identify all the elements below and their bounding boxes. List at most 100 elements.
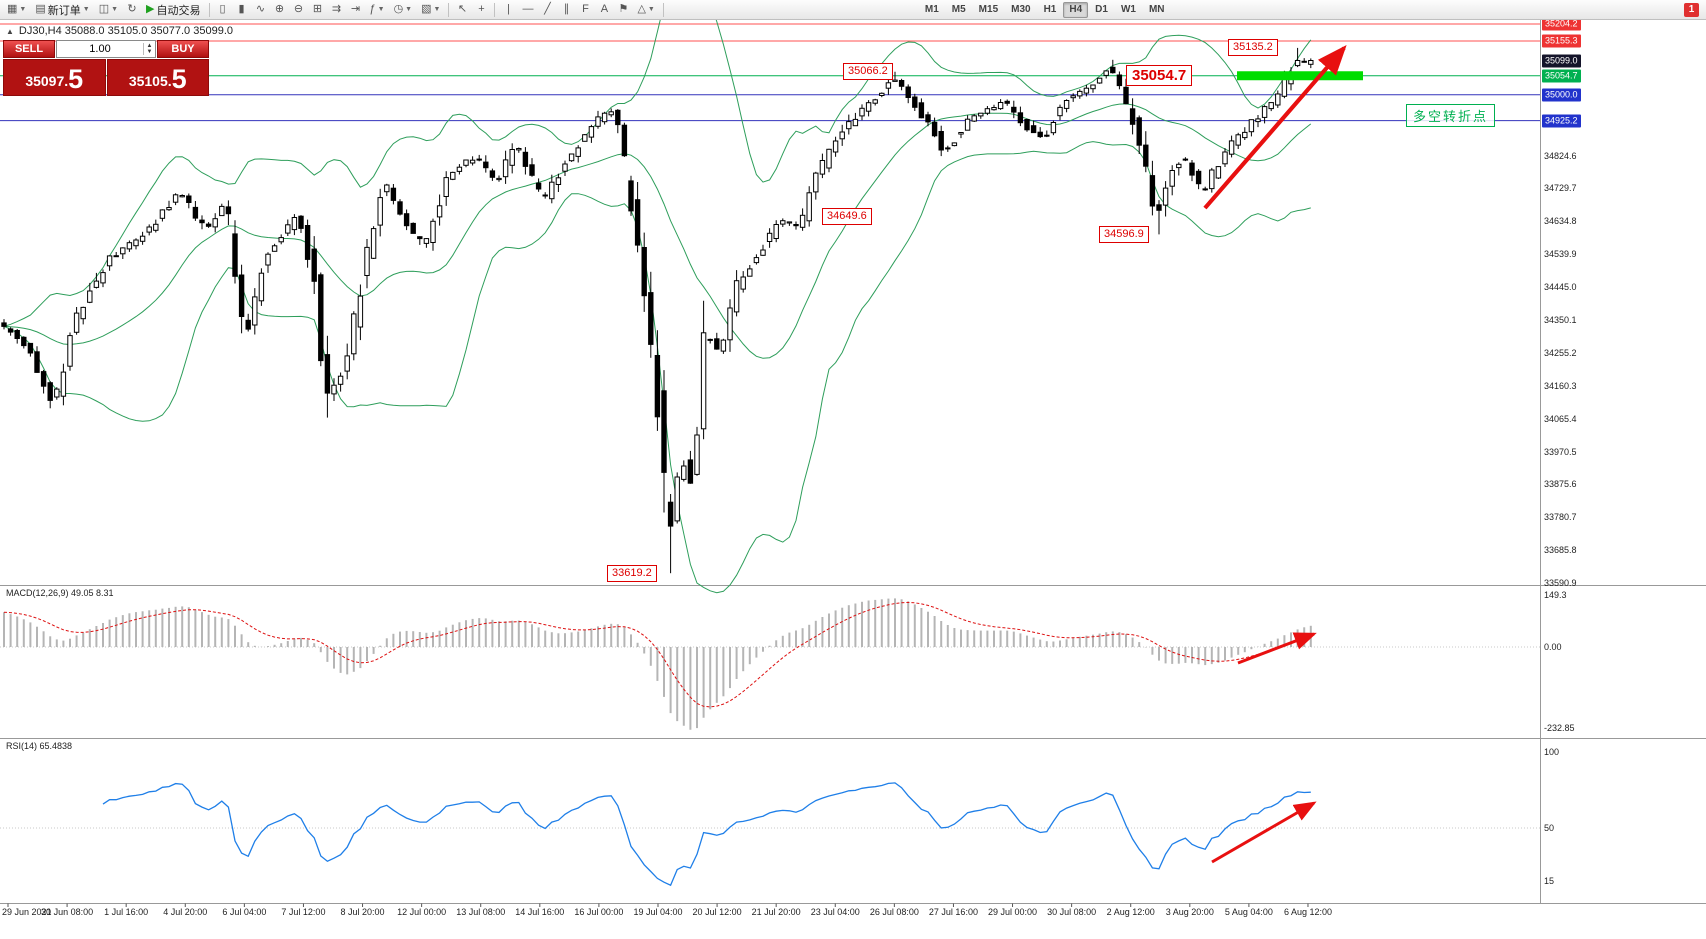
volume-up-icon[interactable]: ▲ (146, 43, 153, 49)
time-axis-label: 19 Jul 04:00 (633, 907, 683, 917)
profiles-button[interactable]: ◫ ▼ (95, 1, 122, 18)
refresh-icon: ↻ (127, 3, 137, 15)
toolbar-separator (662, 2, 664, 17)
price-axis-label: 33970.5 (1544, 446, 1577, 457)
rsi-axis-label: 100 (1544, 747, 1560, 757)
profiles-icon: ◫ (98, 3, 110, 15)
time-axis-label: 29 Jun 2021 (2, 907, 52, 917)
time-axis-label: 13 Jul 08:00 (456, 907, 506, 917)
cursor-button[interactable]: ↖ (453, 1, 471, 18)
new-chart-button[interactable]: ▦ ▼ (3, 1, 30, 18)
timeframe-M30-button[interactable]: M30 (1011, 4, 1031, 15)
price-axis-label: 33780.7 (1544, 512, 1577, 523)
zoom-in-icon: ⊕ (274, 3, 285, 15)
timeframe-H1-button[interactable]: H1 (1043, 4, 1057, 15)
volume-down-icon[interactable]: ▼ (146, 49, 153, 55)
price-axis-level-red[interactable]: 35155.3 (1542, 34, 1581, 48)
chart-shift-button[interactable]: ⇥ (347, 1, 365, 18)
price-axis-level-blue[interactable]: 35000.0 (1542, 88, 1581, 102)
indicators-button[interactable]: ƒ ▼ (366, 1, 389, 18)
bars-chart-button[interactable]: ▯ (214, 1, 232, 18)
turning-point-label[interactable]: 多空转折点 (1406, 104, 1496, 127)
price-axis-level-current[interactable]: 35099.0 (1542, 54, 1581, 67)
chevron-down-icon: ▼ (433, 6, 441, 13)
buy-price-main: 35105. (128, 73, 172, 89)
volume-stepper[interactable]: ▲ ▼ (143, 43, 155, 55)
sell-button[interactable]: SELL (3, 40, 55, 58)
time-axis-label: 12 Jul 00:00 (397, 907, 447, 917)
crosshair-icon: + (478, 3, 485, 15)
time-axis-label: 29 Jul 00:00 (987, 907, 1038, 917)
price-axis-label: 34065.4 (1544, 413, 1577, 424)
price-axis-label: 34729.7 (1544, 183, 1577, 194)
timeframe-MN-button[interactable]: MN (1148, 4, 1165, 15)
zoom-out-button[interactable]: ⊖ (290, 1, 308, 18)
fibonacci-button[interactable]: F (576, 1, 594, 18)
price-callout-33619[interactable]: 33619.2 (607, 565, 657, 582)
sell-price-main: 35097. (25, 73, 69, 89)
crosshair-button[interactable]: + (472, 1, 490, 18)
new-chart-icon: ▦ (7, 3, 18, 15)
price-callout-35066[interactable]: 35066.2 (843, 63, 893, 80)
volume-field: ▲ ▼ (56, 40, 156, 58)
timeframe-H4-button[interactable]: H4 (1063, 1, 1089, 18)
price-axis-label: 33590.9 (1544, 578, 1577, 588)
price-axis-level-green[interactable]: 35054.7 (1542, 69, 1581, 83)
text-icon: A (600, 3, 609, 15)
horizontal-line-button[interactable]: — (518, 1, 537, 18)
time-axis-label: 20 Jul 12:00 (692, 907, 742, 917)
timeframe-M15-button[interactable]: M15 (978, 4, 999, 15)
templates-button[interactable]: ▧ ▼ (417, 1, 444, 18)
collapse-icon[interactable]: ▲ (6, 26, 14, 36)
time-axis-label: 21 Jul 20:00 (751, 907, 801, 917)
chart-shift-icon: ⇥ (350, 3, 361, 15)
timeframe-M5-button[interactable]: M5 (951, 4, 966, 15)
price-axis-label: 34160.3 (1544, 380, 1577, 391)
sell-price-display[interactable]: 35097. 5 (3, 59, 106, 96)
label-flag-button[interactable]: ⚑ (614, 1, 632, 18)
time-axis-label: 26 Jul 08:00 (869, 907, 919, 917)
tile-windows-button[interactable]: ⊞ (309, 1, 327, 18)
new-order-icon: ▤ (35, 3, 46, 15)
timeframe-D1-button[interactable]: D1 (1095, 4, 1108, 15)
trendline-button[interactable]: ╱ (538, 1, 556, 18)
label-flag-icon: ⚑ (618, 3, 629, 15)
candles-chart-button[interactable]: ▮ (233, 1, 251, 18)
toolbar-separator (448, 2, 450, 17)
line-chart-button[interactable]: ∿ (252, 1, 270, 18)
price-axis-label: 34539.9 (1544, 249, 1577, 260)
buy-button[interactable]: BUY (157, 40, 209, 58)
price-axis-level-blue[interactable]: 34925.2 (1542, 114, 1581, 128)
main-toolbar: ▦ ▼ ▤ 新订单 ▼ ◫ ▼ ↻ ▶ 自动交易 ▯ ▮ ∿ ⊕ ⊖ ⊞ ⇉ ⇥ ƒ ▼ ◷ ▼ ▧ ▼ ↖ + | — ╱ ∥ F A ⚑ △ ▼… (0, 0, 1706, 20)
price-callout-35054[interactable]: 35054.7 (1126, 65, 1193, 86)
price-callout-34649[interactable]: 34649.6 (822, 208, 872, 225)
time-axis-label: 6 Aug 12:00 (1283, 907, 1332, 917)
timeframe-W1-button[interactable]: W1 (1120, 4, 1136, 15)
chevron-down-icon: ▼ (82, 6, 90, 13)
notification-badge[interactable]: 1 (1684, 2, 1699, 17)
auto-trading-button[interactable]: ▶ 自动交易 (142, 1, 204, 18)
timeframe-M1-button[interactable]: M1 (924, 4, 939, 15)
chevron-down-icon: ▼ (647, 6, 655, 13)
text-button[interactable]: A (595, 1, 613, 18)
time-axis-label: 3 Aug 20:00 (1165, 907, 1214, 917)
periods-icon: ◷ (393, 3, 404, 15)
toolbar-separator (208, 2, 210, 17)
volume-input[interactable] (57, 43, 143, 55)
auto-scroll-button[interactable]: ⇉ (328, 1, 346, 18)
shapes-button[interactable]: △ ▼ (633, 1, 658, 18)
channel-icon: ∥ (563, 3, 570, 15)
macd-label: MACD(12,26,9) 49.05 8.31 (6, 588, 114, 598)
refresh-button[interactable]: ↻ (123, 1, 141, 18)
price-callout-35135[interactable]: 35135.2 (1228, 39, 1278, 56)
zoom-in-button[interactable]: ⊕ (271, 1, 289, 18)
periods-button[interactable]: ◷ ▼ (390, 1, 417, 18)
price-axis-level-red[interactable]: 35204.2 (1542, 17, 1581, 31)
auto-trading-label: 自动交易 (156, 4, 201, 17)
buy-price-display[interactable]: 35105. 5 (106, 59, 209, 96)
vertical-line-button[interactable]: | (499, 1, 517, 18)
price-callout-34596[interactable]: 34596.9 (1099, 226, 1149, 243)
new-order-button[interactable]: ▤ 新订单 ▼ (31, 1, 93, 18)
channel-button[interactable]: ∥ (557, 1, 575, 18)
